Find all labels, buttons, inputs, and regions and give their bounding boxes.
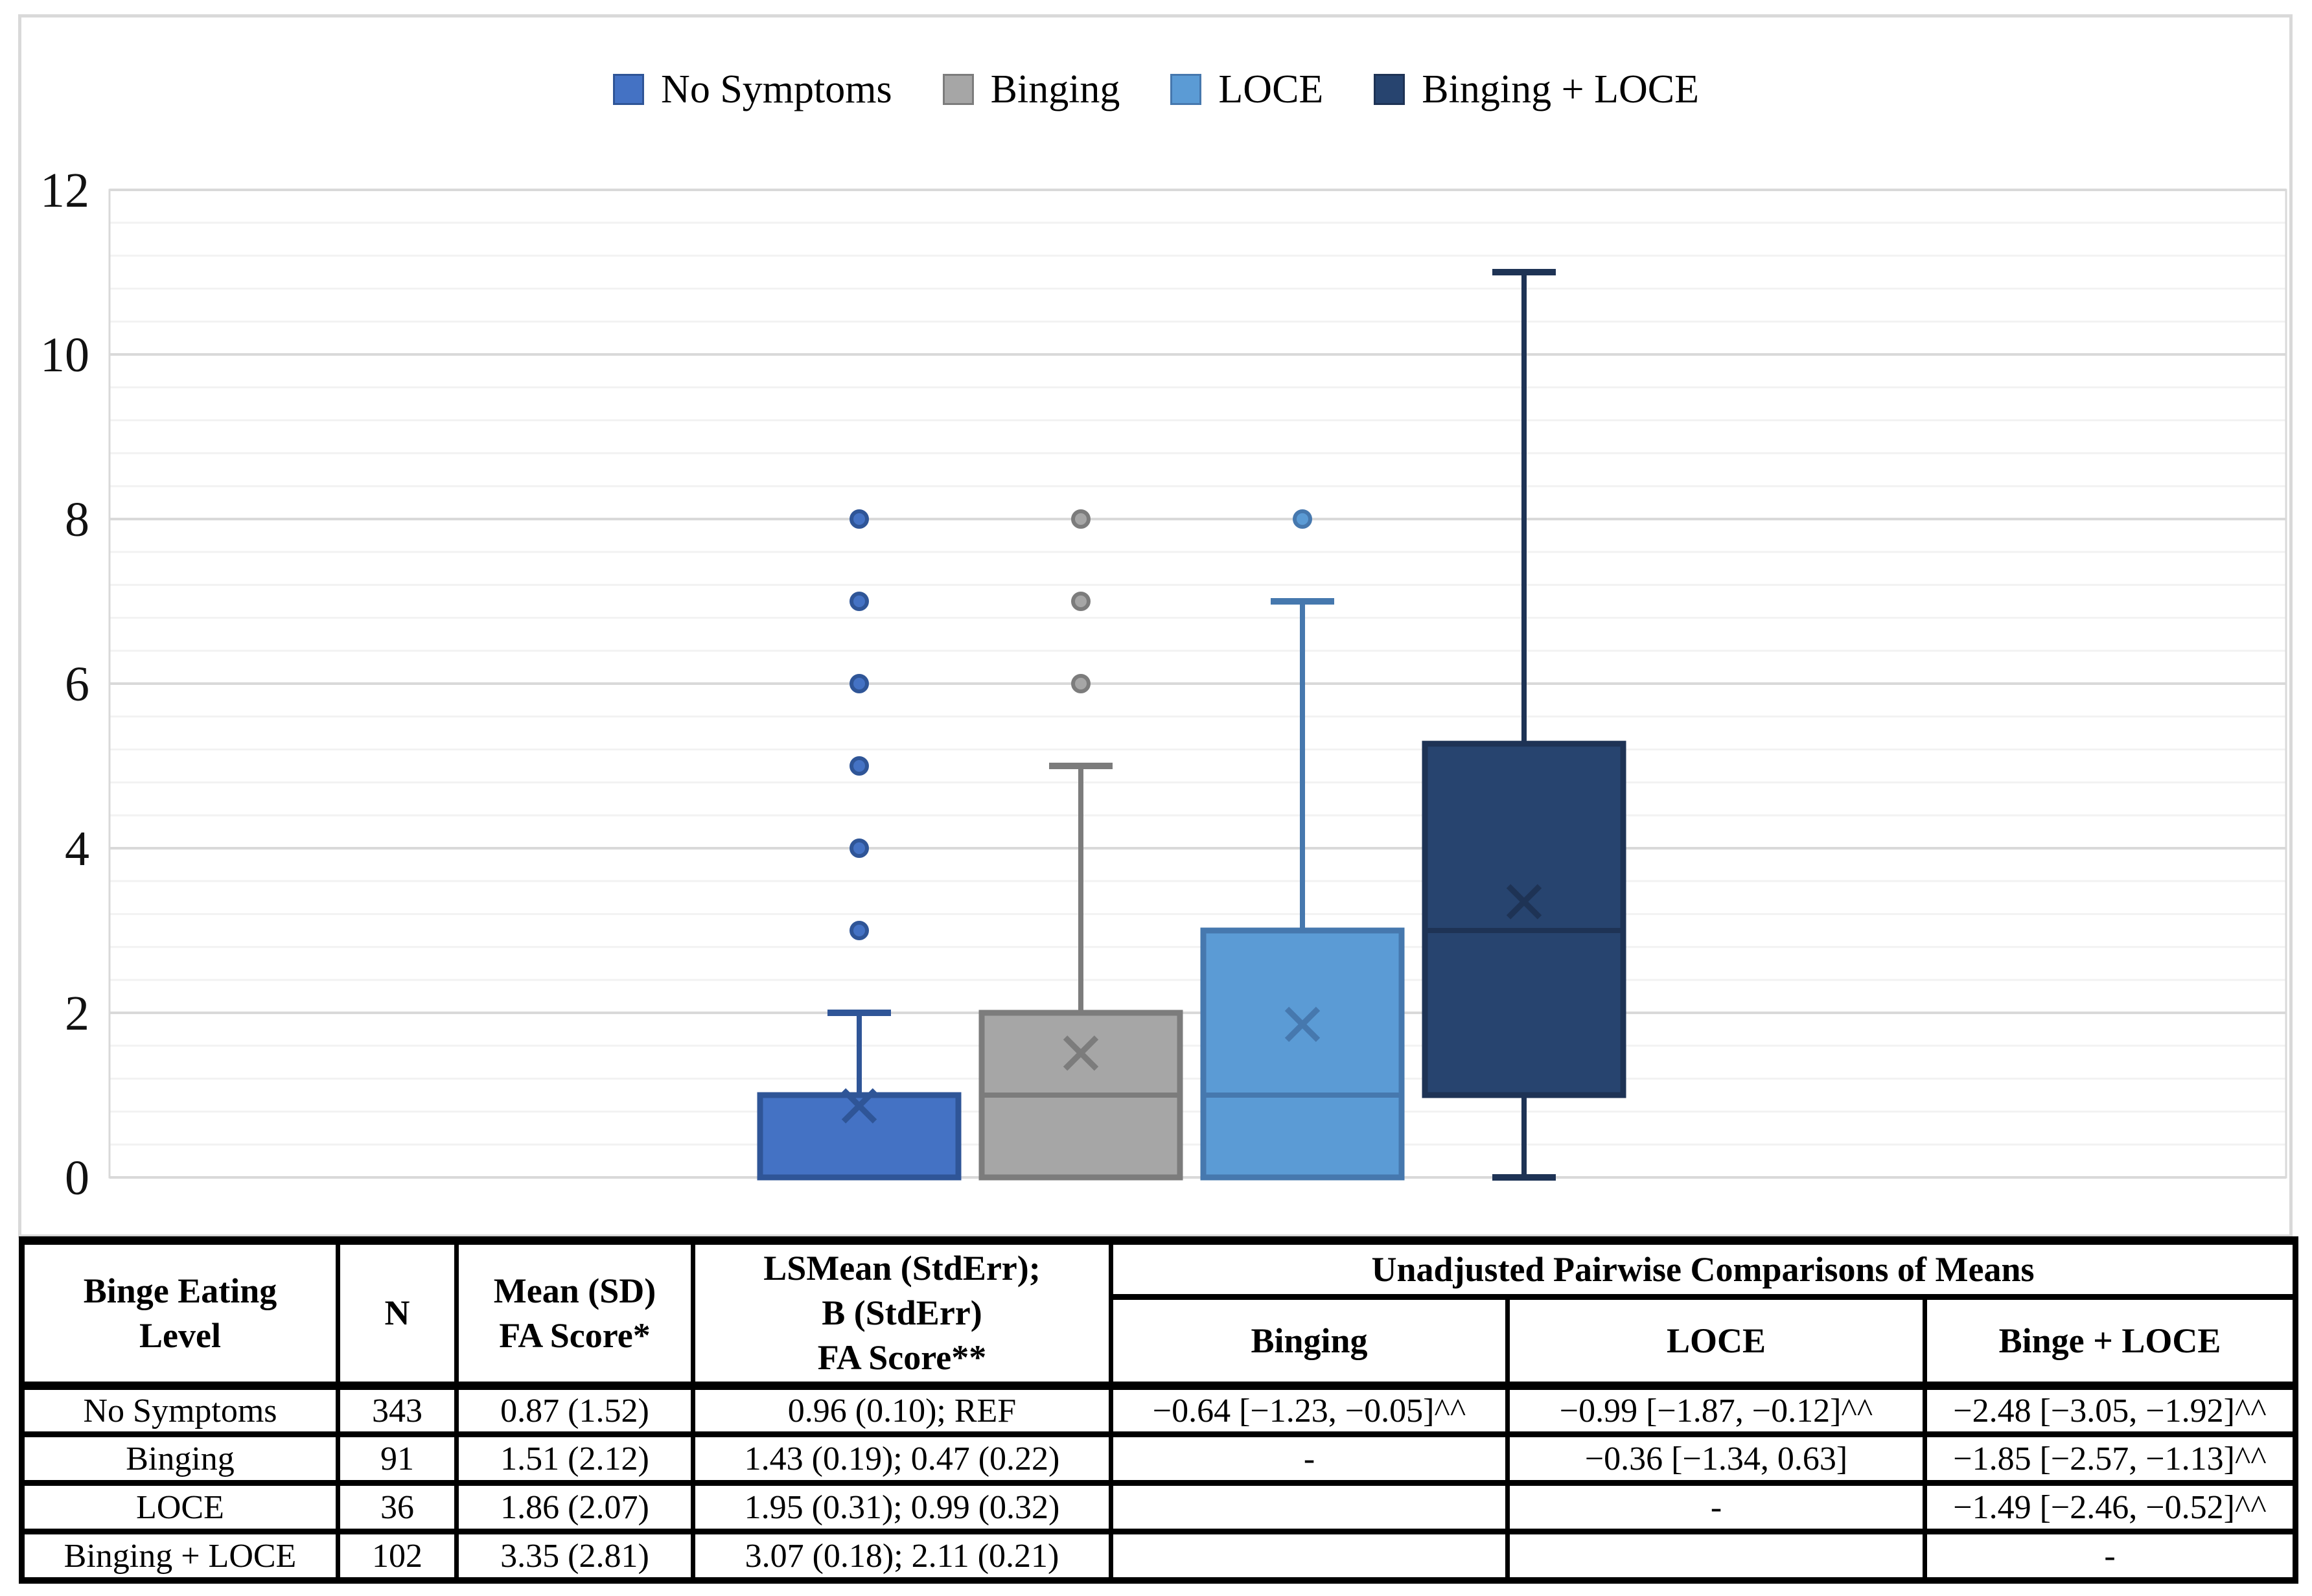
cell-lsmean: 0.96 (0.10); REF (691, 1383, 1113, 1438)
cell-lsmean: 1.43 (0.19); 0.47 (0.22) (691, 1431, 1113, 1486)
legend-label: Binging (990, 67, 1120, 111)
box-series-binging-loce (1422, 269, 1626, 1181)
table-row-loce: LOCE 36 1.86 (2.07) 1.95 (0.31); 0.99 (0… (19, 1480, 2298, 1535)
outlier-point (850, 756, 869, 776)
iqr-box (1200, 927, 1405, 1181)
mean-x-marker (1284, 1006, 1321, 1042)
cell-mean: 1.86 (2.07) (454, 1480, 695, 1535)
cell-level: No Symptoms (19, 1383, 340, 1438)
cell-mean: 0.87 (1.52) (454, 1383, 695, 1438)
outlier-point (850, 509, 869, 529)
cell-mean: 1.51 (2.12) (454, 1431, 695, 1486)
outlier-point (1071, 592, 1091, 611)
box-series-loce (1200, 509, 1405, 1181)
mean-x-marker (841, 1088, 877, 1124)
legend-label: Binging + LOCE (1422, 67, 1699, 111)
subheader-binging: Binging (1109, 1295, 1510, 1391)
subheader-binge-loce: Binge + LOCE (1923, 1295, 2298, 1391)
cell-vs-binge-loce: - (1923, 1529, 2298, 1584)
outlier-point (1071, 674, 1091, 693)
header-n: N (336, 1238, 459, 1391)
cell-vs-binge-loce: −2.48 [−3.05, −1.92]^^ (1923, 1383, 2298, 1438)
outlier-point (1071, 509, 1091, 529)
mean-x-marker (1063, 1035, 1099, 1071)
outlier-point (850, 592, 869, 611)
legend-swatch-binging (942, 74, 974, 105)
legend-label: No Symptoms (661, 67, 892, 111)
iqr-box (1422, 741, 1626, 1098)
mean-x-marker (1506, 884, 1542, 919)
plot-area-border (108, 189, 2287, 1179)
legend-swatch-binging-loce (1374, 74, 1405, 105)
cell-vs-binging: - (1109, 1431, 1510, 1486)
legend-item-binging: Binging (942, 67, 1120, 111)
cell-level: LOCE (19, 1480, 340, 1535)
box-series-binging (978, 509, 1183, 1181)
box-series-no-symptoms (757, 509, 962, 1181)
cell-lsmean: 3.07 (0.18); 2.11 (0.21) (691, 1529, 1113, 1584)
cell-vs-loce: - (1505, 1480, 1927, 1535)
legend-swatch-loce (1170, 74, 1202, 105)
y-axis-tick-label: 0 (65, 1151, 89, 1205)
cell-vs-loce: −0.36 [−1.34, 0.63] (1505, 1431, 1927, 1486)
outlier-point (850, 674, 869, 693)
y-axis-tick-label: 6 (65, 657, 89, 711)
cell-n: 343 (336, 1383, 459, 1438)
cell-n: 36 (336, 1480, 459, 1535)
y-axis-tick-label: 10 (40, 328, 89, 382)
chart-legend: No Symptoms Binging LOCE Binging + LOCE (0, 57, 2312, 122)
header-lsmean: LSMean (StdErr); B (StdErr) FA Score** (691, 1238, 1113, 1391)
cell-vs-binging: −0.64 [−1.23, −0.05]^^ (1109, 1383, 1510, 1438)
boxplot-chart: 0 2 4 6 8 10 12 (40, 163, 2287, 1205)
cell-vs-loce (1505, 1529, 1927, 1584)
cell-vs-binging (1109, 1480, 1510, 1535)
y-axis-tick-label: 12 (40, 163, 89, 218)
header-binge-eating-level: Binge Eating Level (19, 1238, 340, 1391)
table-row-binging-loce: Binging + LOCE 102 3.35 (2.81) 3.07 (0.1… (19, 1529, 2298, 1584)
table-row-binging: Binging 91 1.51 (2.12) 1.43 (0.19); 0.47… (19, 1431, 2298, 1486)
header-mean-sd: Mean (SD) FA Score* (454, 1238, 695, 1391)
cell-n: 91 (336, 1431, 459, 1486)
cell-vs-loce: −0.99 [−1.87, −0.12]^^ (1505, 1383, 1927, 1438)
cell-level: Binging + LOCE (19, 1529, 340, 1584)
cell-vs-binge-loce: −1.49 [−2.46, −0.52]^^ (1923, 1480, 2298, 1535)
y-axis-tick-label: 8 (65, 492, 89, 547)
cell-mean: 3.35 (2.81) (454, 1529, 695, 1584)
table-row-no-symptoms: No Symptoms 343 0.87 (1.52) 0.96 (0.10);… (19, 1383, 2298, 1438)
y-axis-tick-label: 4 (65, 822, 89, 876)
cell-vs-binging (1109, 1529, 1510, 1584)
y-axis-tick-label: 2 (65, 986, 89, 1041)
cell-lsmean: 1.95 (0.31); 0.99 (0.32) (691, 1480, 1113, 1535)
outlier-point (1293, 509, 1312, 529)
legend-swatch-no-symptoms (613, 74, 645, 105)
stats-table: Binge Eating Level N Mean (SD) FA Score*… (19, 1236, 2298, 1584)
legend-item-loce: LOCE (1170, 69, 1323, 110)
legend-item-binging-loce: Binging + LOCE (1374, 69, 1699, 110)
legend-item-no-symptoms: No Symptoms (613, 69, 892, 110)
cell-vs-binge-loce: −1.85 [−2.57, −1.13]^^ (1923, 1431, 2298, 1486)
stats-table-wrap: Binge Eating Level N Mean (SD) FA Score*… (19, 1236, 2298, 1584)
outlier-point (850, 838, 869, 858)
outlier-point (850, 921, 869, 940)
legend-label: LOCE (1218, 67, 1324, 111)
cell-n: 102 (336, 1529, 459, 1584)
subheader-loce: LOCE (1505, 1295, 1927, 1391)
cell-level: Binging (19, 1431, 340, 1486)
header-pairwise-comparisons: Unadjusted Pairwise Comparisons of Means (1109, 1238, 2298, 1301)
